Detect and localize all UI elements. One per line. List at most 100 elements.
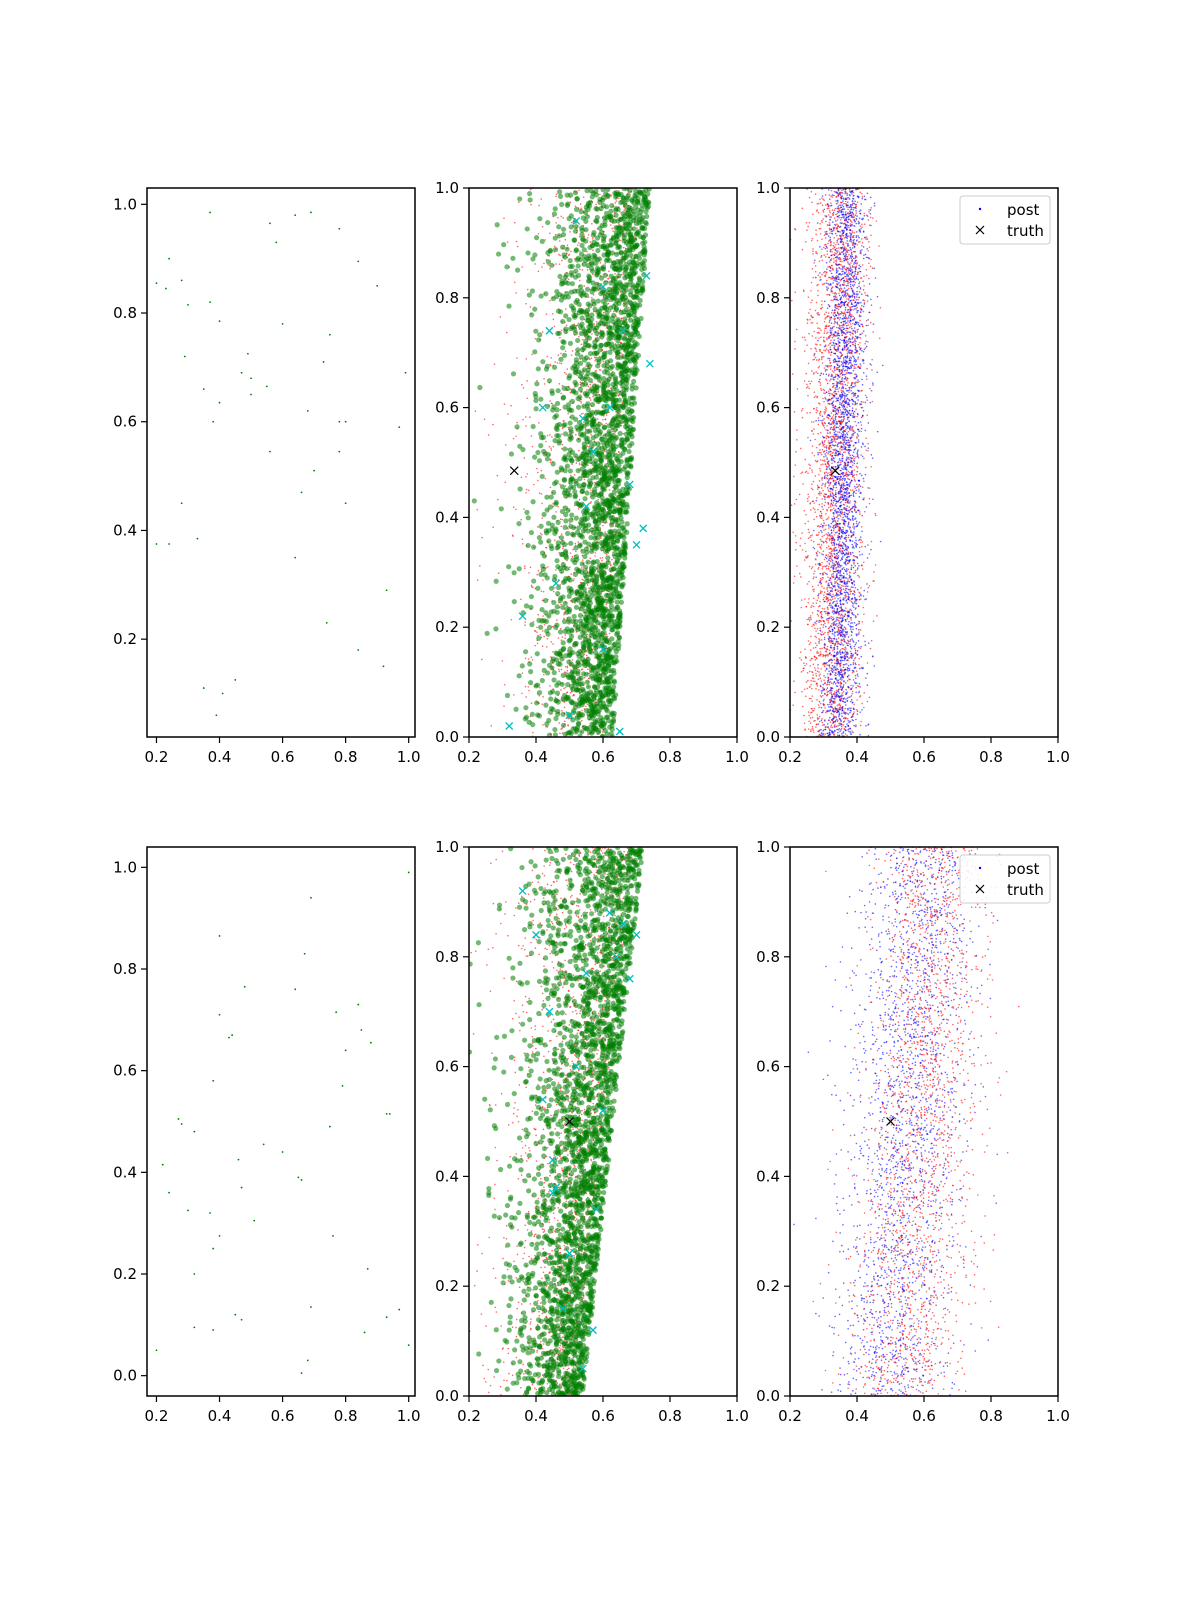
sample-point [569, 628, 574, 633]
draw-point [565, 666, 567, 668]
sample-point [591, 240, 596, 245]
draw-point [582, 559, 584, 561]
draw-point [824, 591, 826, 593]
draw-point [580, 402, 582, 404]
sample-point [573, 224, 578, 229]
draw-point [829, 380, 831, 382]
sample-point [539, 607, 544, 612]
draw-point [533, 484, 535, 486]
sample-point [567, 652, 572, 657]
draw-point [584, 479, 586, 481]
sample-point [575, 687, 580, 692]
sample-point [570, 700, 575, 705]
draw-point [496, 475, 498, 477]
draw-point [603, 312, 605, 314]
sample-point [604, 639, 609, 644]
sample-point [602, 234, 607, 239]
draw-point [846, 476, 848, 478]
draw-point [825, 204, 827, 206]
sample-point [553, 698, 558, 703]
sample-point [616, 532, 621, 537]
sample-point [576, 501, 581, 506]
sample-point [572, 664, 577, 669]
draw-point [869, 487, 871, 489]
draw-point [565, 687, 567, 689]
sample-point [568, 258, 573, 263]
sample-point [550, 407, 555, 412]
draw-point [592, 396, 594, 398]
y-tick-label: 0.8 [113, 304, 137, 322]
sample-point [619, 364, 624, 369]
draw-point [561, 669, 563, 671]
sample-point [580, 656, 585, 661]
sample-point [615, 630, 620, 635]
draw-point [554, 539, 556, 541]
draw-point [855, 408, 857, 410]
draw-point [864, 343, 866, 345]
draw-point [542, 724, 544, 726]
sample-point [552, 211, 557, 216]
draw-point [563, 688, 565, 690]
sample-point [555, 470, 560, 475]
sample-point [629, 349, 634, 354]
draw-point [804, 543, 806, 545]
draw-point [602, 419, 604, 421]
sample-point [602, 425, 607, 430]
draw-point [521, 384, 523, 386]
draw-point [815, 395, 817, 397]
draw-point [513, 438, 515, 440]
prior-point [338, 451, 340, 453]
sample-point [565, 463, 570, 468]
sample-point [523, 705, 528, 710]
draw-point [844, 648, 846, 650]
sample-point [571, 525, 576, 530]
x-tick-label: 0.4 [208, 748, 232, 766]
sample-point [595, 310, 600, 315]
draw-point [856, 474, 858, 476]
draw-point [855, 537, 857, 539]
draw-point [568, 278, 570, 280]
draw-point [583, 421, 585, 423]
draw-point [527, 473, 529, 475]
sample-point [576, 438, 581, 443]
draw-point [588, 678, 590, 680]
sample-point [586, 407, 591, 412]
sample-point [603, 562, 608, 567]
draw-point [829, 395, 831, 397]
sample-point [609, 636, 614, 641]
sample-point [562, 490, 567, 495]
sample-point [588, 468, 593, 473]
sample-point [584, 672, 589, 677]
draw-point [813, 481, 815, 483]
sample-point [583, 258, 588, 263]
sample-point [586, 201, 591, 206]
draw-point [858, 658, 860, 660]
draw-point [514, 222, 516, 224]
sample-point [628, 262, 633, 267]
sample-point [562, 446, 567, 451]
draw-point [571, 354, 573, 356]
draw-point [867, 341, 869, 343]
sample-point [612, 619, 617, 624]
draw-point [562, 548, 564, 550]
sample-point [578, 324, 583, 329]
draw-point [517, 246, 519, 248]
sample-point [543, 291, 548, 296]
draw-point [586, 389, 588, 391]
draw-point [846, 385, 848, 387]
draw-point [822, 463, 824, 465]
sample-point [602, 384, 607, 389]
draw-point [856, 307, 858, 309]
sample-point [578, 542, 583, 547]
sample-point [611, 386, 616, 391]
sample-point [574, 605, 579, 610]
draw-point [572, 659, 574, 661]
draw-point [826, 588, 828, 590]
draw-point [521, 693, 523, 695]
sample-point [580, 347, 585, 352]
x-tick-label: 0.8 [334, 748, 358, 766]
sample-point [534, 700, 539, 705]
sample-point [576, 405, 581, 410]
sample-point [528, 680, 533, 685]
sample-point [597, 347, 602, 352]
